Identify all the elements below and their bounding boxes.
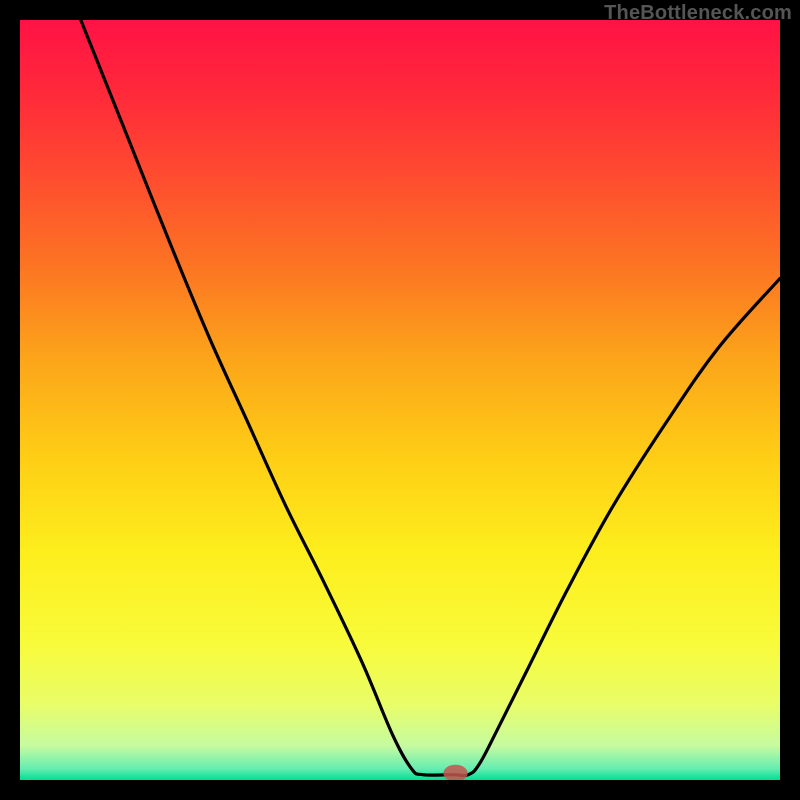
gradient-chart: [20, 20, 780, 780]
chart-frame: TheBottleneck.com: [0, 0, 800, 800]
plot-area: [20, 20, 780, 780]
gradient-background: [20, 20, 780, 780]
